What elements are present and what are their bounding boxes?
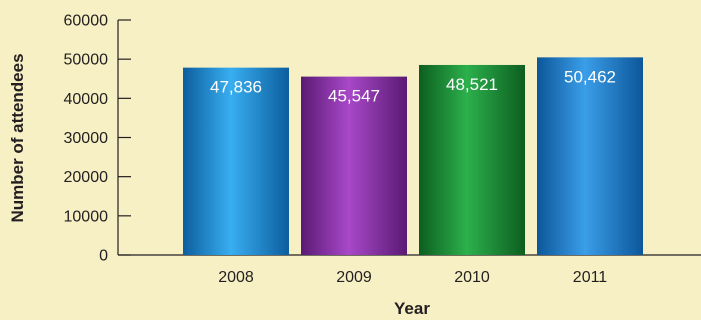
bars: 47,836 45,547 48,521 50,462 [183,57,643,256]
data-label-2008: 47,836 [210,78,262,97]
y-tick-label: 40000 [64,91,109,108]
y-axis-title: Number of attendees [8,53,27,222]
data-label-2010: 48,521 [446,75,498,94]
data-label-2011: 50,462 [564,67,616,86]
y-tick-label: 50000 [64,52,109,69]
bar-2011 [537,57,643,256]
x-axis-title: Year [394,299,430,318]
y-tick-label: 0 [99,248,108,265]
bar-2008 [183,67,289,255]
x-tick-label-2011: 2011 [573,269,608,286]
x-tick-label-2010: 2010 [454,269,490,286]
x-ticks: 2008 2009 2010 2011 [218,269,607,286]
bar-2009 [301,76,407,256]
y-ticks: 0 10000 20000 30000 40000 50000 60000 [64,13,131,265]
y-tick-label: 20000 [64,169,109,186]
bar-2010 [419,64,525,256]
x-tick-label-2009: 2009 [336,269,372,286]
y-tick-label: 60000 [64,13,109,30]
x-tick-label-2008: 2008 [218,269,254,286]
y-tick-label: 30000 [64,130,109,147]
data-label-2009: 45,547 [328,87,380,106]
y-tick-label: 10000 [64,208,109,225]
